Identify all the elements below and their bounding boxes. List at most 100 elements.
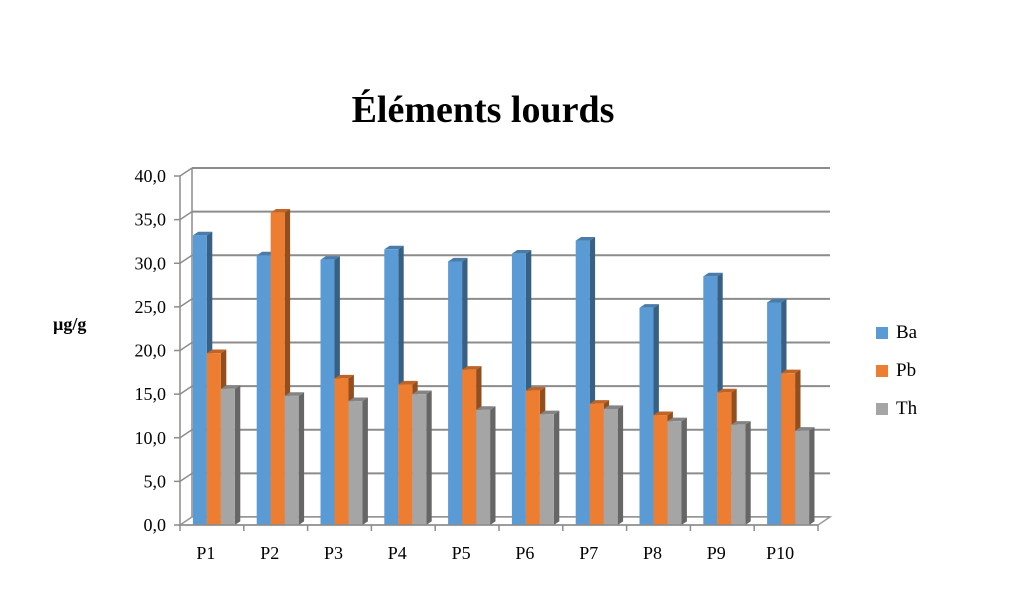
- bar-top-pb: [462, 366, 482, 370]
- bar-side-th: [617, 405, 624, 525]
- bar-pb-p1: [206, 353, 221, 525]
- bar-ba-p5: [448, 261, 463, 525]
- bar-top-th: [795, 427, 815, 431]
- bar-top-ba: [703, 272, 723, 277]
- bar-ba-p8: [639, 307, 654, 525]
- bar-th-p9: [731, 424, 746, 525]
- bar-top-pb: [653, 411, 673, 416]
- bar-top-pb: [270, 209, 291, 213]
- x-tick-label: P4: [388, 543, 407, 563]
- bar-top-th: [220, 385, 241, 389]
- legend-swatch-th: [876, 403, 888, 415]
- gridline-side: [179, 385, 193, 395]
- bar-top-th: [348, 397, 368, 402]
- bar-top-ba: [448, 257, 468, 262]
- legend-item-th: Th: [876, 390, 917, 428]
- bar-top-ba: [639, 304, 659, 308]
- y-tick-label: 20,0: [135, 341, 167, 361]
- gridline-side: [179, 429, 193, 439]
- bar-top-pb: [589, 400, 610, 404]
- bar-pb-p6: [525, 390, 540, 525]
- y-axis-label: µg/g: [53, 314, 87, 334]
- gridline-side: [179, 211, 193, 221]
- bar-th-p2: [284, 395, 299, 525]
- bar-side-th: [745, 421, 751, 525]
- bar-pb-p10: [781, 373, 796, 525]
- bar-top-pb: [717, 388, 737, 393]
- bar-ba-p3: [320, 259, 335, 525]
- bar-ba-p4: [384, 249, 399, 526]
- bar-side-th: [809, 427, 815, 525]
- bar-top-th: [603, 405, 624, 409]
- y-tick-label: 0,0: [144, 515, 167, 535]
- bar-side-th: [426, 390, 432, 525]
- y-tick-label: 30,0: [135, 253, 167, 273]
- gridline-side: [179, 298, 193, 308]
- x-tick-label: P2: [260, 543, 279, 563]
- legend-label-pb: Pb: [896, 360, 917, 381]
- x-tick-label: P8: [643, 543, 662, 563]
- bar-th-p8: [667, 421, 682, 525]
- bar-top-ba: [575, 236, 596, 241]
- x-tick-label: P9: [707, 543, 726, 563]
- y-tick-label: 10,0: [135, 428, 167, 448]
- bar-pb-p8: [653, 415, 668, 525]
- bar-top-ba: [192, 231, 213, 236]
- bar-top-th: [667, 417, 687, 422]
- bar-side-th: [298, 392, 305, 525]
- bar-pb-p4: [398, 384, 413, 525]
- bar-side-th: [490, 406, 496, 525]
- bar-th-p7: [603, 408, 618, 525]
- bar-pb-p5: [462, 369, 477, 525]
- bar-top-th: [412, 390, 432, 395]
- bar-top-ba: [384, 245, 404, 250]
- bar-th-p1: [220, 388, 235, 525]
- gridline-side: [179, 254, 193, 264]
- bar-ba-p10: [767, 302, 782, 525]
- legend-swatch-ba: [876, 327, 888, 339]
- bar-th-p3: [348, 401, 363, 525]
- bar-top-th: [284, 392, 305, 396]
- bar-top-pb: [398, 380, 418, 385]
- gridline-side: [179, 341, 193, 352]
- bar-pb-p9: [717, 392, 732, 525]
- bar-ba-p2: [256, 255, 271, 525]
- bar-top-ba: [767, 298, 787, 303]
- bar-side-th: [234, 385, 241, 525]
- bar-pb-p2: [270, 212, 285, 525]
- bar-top-ba: [320, 256, 340, 260]
- y-tick-label: 40,0: [135, 166, 167, 186]
- legend-item-ba: Ba: [876, 314, 917, 352]
- y-tick-label: 15,0: [135, 384, 167, 404]
- x-tick-label: P1: [196, 543, 215, 563]
- y-tick-label: 35,0: [135, 210, 167, 230]
- bar-ba-p7: [575, 240, 590, 525]
- bar-ba-p6: [511, 253, 526, 525]
- bar-side-th: [362, 397, 368, 525]
- bar-th-p6: [539, 414, 554, 525]
- gridline-side: [179, 167, 193, 177]
- bar-ba-p1: [192, 235, 207, 525]
- bar-top-th: [539, 410, 560, 415]
- legend: Ba Pb Th: [876, 314, 917, 428]
- bar-ba-p9: [703, 276, 718, 525]
- gridline-side: [179, 472, 193, 482]
- bar-top-pb: [334, 374, 354, 379]
- chart-title: Éléments lourds: [351, 89, 615, 131]
- bar-top-th: [476, 406, 496, 410]
- bar-th-p4: [412, 394, 427, 525]
- bar-side-th: [553, 410, 560, 525]
- y-tick-label: 25,0: [135, 297, 167, 317]
- bar-top-pb: [525, 387, 546, 391]
- bar-pb-p7: [589, 403, 604, 525]
- x-tick-label: P3: [324, 543, 343, 563]
- bar-top-pb: [781, 369, 801, 374]
- x-tick-label: P5: [452, 543, 471, 563]
- x-tick-label: P7: [579, 543, 598, 563]
- legend-label-th: Th: [896, 398, 918, 419]
- legend-item-pb: Pb: [876, 352, 917, 390]
- x-tick-label: P6: [515, 543, 534, 563]
- bar-th-p10: [795, 430, 810, 525]
- bar-th-p5: [476, 409, 491, 525]
